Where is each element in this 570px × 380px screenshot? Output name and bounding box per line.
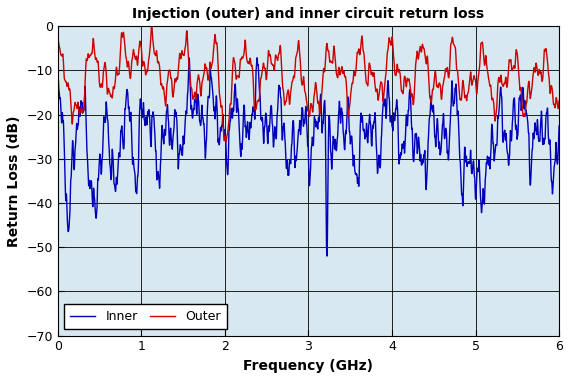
Outer: [148, 24, 155, 28]
Inner: [254, 55, 260, 60]
Outer: [171, 82, 178, 87]
Outer: [223, 139, 230, 144]
Inner: [324, 254, 331, 258]
Inner: [556, 124, 563, 128]
Inner: [552, 158, 559, 163]
X-axis label: Frequency (GHz): Frequency (GHz): [243, 359, 373, 373]
Outer: [176, 52, 183, 56]
Y-axis label: Return Loss (dB): Return Loss (dB): [7, 115, 21, 247]
Outer: [243, 58, 250, 62]
Inner: [279, 136, 286, 141]
Legend: Inner, Outer: Inner, Outer: [64, 304, 227, 329]
Outer: [55, 41, 62, 46]
Line: Inner: Inner: [58, 58, 559, 256]
Inner: [173, 120, 180, 125]
Outer: [279, 84, 286, 89]
Outer: [552, 105, 559, 109]
Inner: [176, 152, 183, 156]
Inner: [171, 120, 178, 124]
Title: Injection (outer) and inner circuit return loss: Injection (outer) and inner circuit retu…: [132, 7, 484, 21]
Inner: [243, 130, 250, 135]
Outer: [556, 98, 563, 103]
Line: Outer: Outer: [58, 26, 559, 142]
Inner: [55, 76, 62, 81]
Outer: [174, 76, 181, 81]
